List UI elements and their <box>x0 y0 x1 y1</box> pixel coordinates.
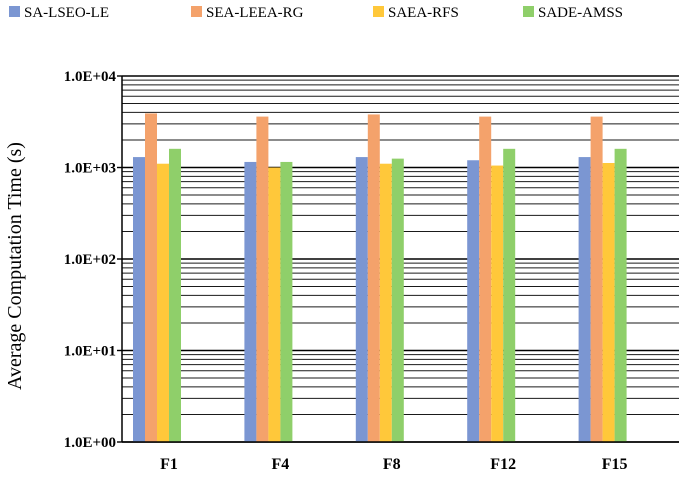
bar <box>256 116 269 442</box>
bar <box>590 116 603 442</box>
bar <box>602 162 615 442</box>
legend-swatch <box>373 6 384 17</box>
bar <box>467 160 480 442</box>
x-tick-label: F4 <box>272 456 290 473</box>
bar <box>145 113 157 442</box>
bar <box>391 158 404 442</box>
y-tick-labels: 1.0E+00 1.0E+01 1.0E+02 1.0E+03 1.0E+04 <box>64 69 117 451</box>
x-tick-label: F8 <box>383 456 401 473</box>
bar <box>133 157 145 442</box>
legend-swatch <box>191 6 202 17</box>
y-tick-label: 1.0E+00 <box>64 435 116 451</box>
x-tick-label: F12 <box>490 456 516 473</box>
x-tick-label: F1 <box>160 456 178 473</box>
y-tick-label: 1.0E+04 <box>64 69 117 85</box>
bar <box>367 114 380 442</box>
legend-swatch <box>523 6 534 17</box>
bars <box>133 113 627 443</box>
legend-label: SEA-LEEA-RG <box>206 5 304 21</box>
legend-swatch <box>9 6 20 17</box>
y-tick-label: 1.0E+01 <box>64 344 116 360</box>
legend: SA-LSEO-LE SEA-LEEA-RG SAEA-RFS SADE-AMSS <box>9 5 623 21</box>
legend-label: SAEA-RFS <box>388 5 459 21</box>
bar <box>491 165 504 443</box>
y-tick-label: 1.0E+03 <box>64 161 116 177</box>
bar <box>355 157 368 442</box>
bar <box>169 148 181 442</box>
legend-label: SADE-AMSS <box>538 5 623 21</box>
legend-label: SA-LSEO-LE <box>24 5 109 21</box>
axes <box>117 75 679 443</box>
bar <box>157 163 169 442</box>
y-axis-title: Average Computation Time (s) <box>4 142 26 390</box>
bar <box>379 163 392 442</box>
bar <box>614 148 627 442</box>
bar <box>479 116 492 442</box>
y-tick-label: 1.0E+02 <box>64 252 116 268</box>
bar <box>503 148 516 442</box>
x-category-labels: F1 F4 F8 F12 F15 <box>160 456 627 473</box>
bar <box>268 167 281 442</box>
x-tick-label: F15 <box>602 456 628 473</box>
bar <box>280 161 293 442</box>
bar <box>578 157 591 442</box>
bar <box>244 161 257 442</box>
